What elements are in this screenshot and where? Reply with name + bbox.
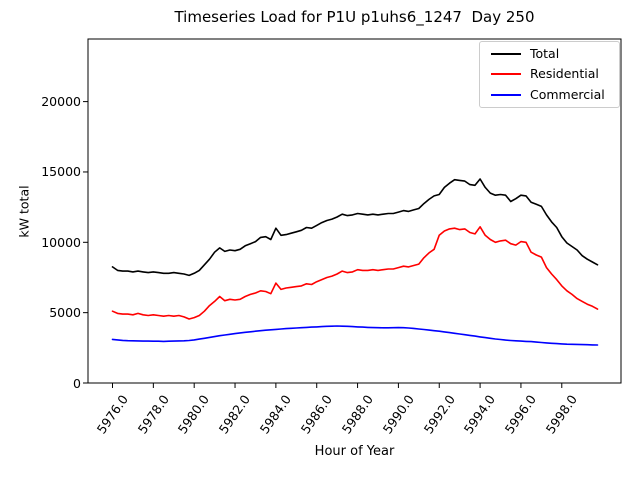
- legend-label: Residential: [530, 66, 599, 82]
- legend-item: Commercial: [480, 86, 619, 102]
- legend-line-sample: [491, 53, 521, 56]
- legend-label: Total: [530, 46, 560, 62]
- y-tick-label: 0: [73, 375, 81, 391]
- plot-border: [87, 38, 622, 384]
- legend-item: Total: [480, 47, 619, 61]
- legend-line-sample: [491, 73, 521, 76]
- chart-title: Timeseries Load for P1U p1uhs6_1247 Day …: [174, 8, 535, 26]
- series-line-commercial: [111, 325, 599, 346]
- y-tick-label: 10000: [41, 234, 81, 250]
- x-axis-label: Hour of Year: [314, 444, 395, 459]
- y-tick-label: 5000: [49, 305, 81, 321]
- series-line-residential: [111, 226, 599, 320]
- y-tick-label: 15000: [41, 164, 81, 180]
- legend-label: Commercial: [530, 86, 605, 102]
- y-tick-label: 20000: [41, 94, 81, 110]
- series-line-total: [111, 178, 599, 277]
- legend: Total Residential Commercial: [479, 41, 620, 108]
- legend-item: Residential: [480, 67, 619, 81]
- legend-line-sample: [491, 93, 521, 96]
